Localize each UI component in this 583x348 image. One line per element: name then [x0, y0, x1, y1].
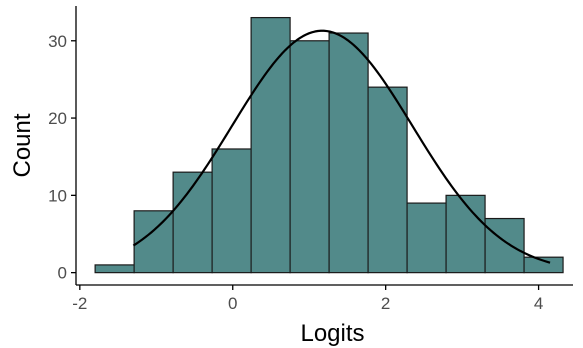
x-tick-label: 4: [534, 294, 543, 313]
x-tick-label: 0: [228, 294, 237, 313]
x-axis-title: Logits: [300, 320, 364, 347]
histogram-bar: [211, 148, 252, 274]
y-tick-label: 0: [58, 264, 67, 283]
x-tick-label: -2: [72, 294, 87, 313]
y-tick-label: 10: [48, 186, 67, 205]
density-curve: [132, 29, 551, 264]
histogram-bar: [445, 194, 486, 274]
histogram-bar: [289, 40, 330, 274]
histogram-bar: [94, 264, 135, 274]
histogram-bar: [250, 16, 291, 274]
y-axis-title: Count: [9, 113, 36, 177]
x-ticks-layer: -2 0 2 4: [72, 285, 543, 313]
histogram-bar: [328, 32, 369, 274]
histogram-bar: [172, 171, 213, 274]
histogram-bar: [367, 86, 408, 274]
y-ticks-layer: 0 10 20 30: [48, 32, 76, 283]
y-tick-label: 20: [48, 109, 67, 128]
bars-layer: [94, 16, 564, 274]
y-tick-label: 30: [48, 32, 67, 51]
histogram-bar: [523, 256, 564, 274]
histogram-bar: [484, 217, 525, 274]
histogram-bar: [406, 202, 447, 274]
x-tick-label: 2: [381, 294, 390, 313]
